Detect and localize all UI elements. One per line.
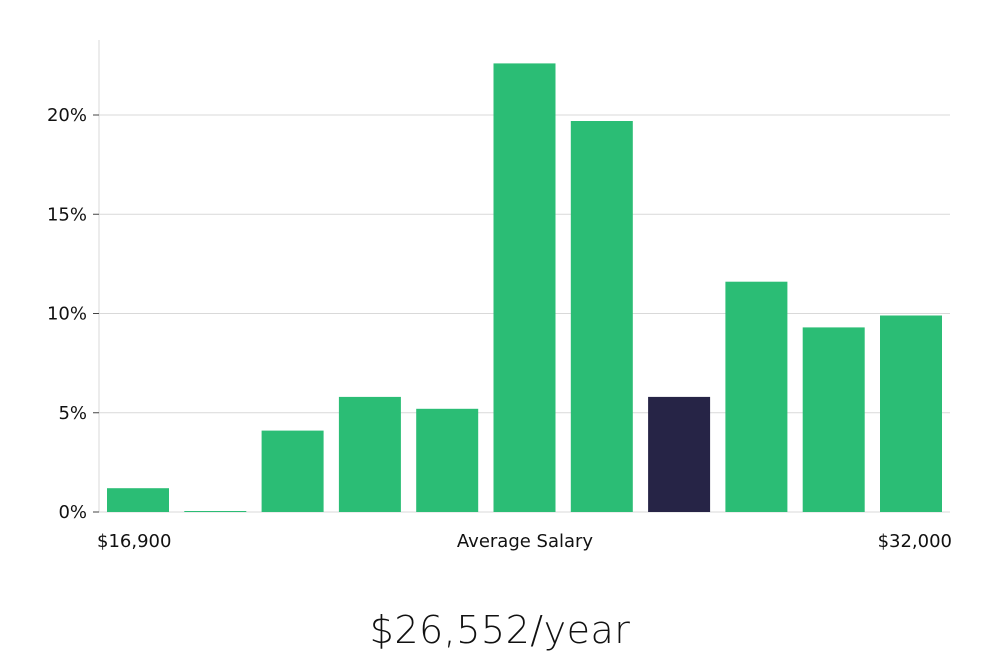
- bar: [261, 430, 324, 512]
- bar: [107, 488, 169, 512]
- bar: [416, 408, 479, 512]
- highlighted-bar: [648, 396, 711, 512]
- bars: [107, 63, 942, 513]
- bar: [725, 281, 788, 512]
- bar: [184, 511, 247, 512]
- y-tick-label: 0%: [58, 502, 87, 523]
- y-tick-label: 5%: [58, 403, 87, 424]
- salary-histogram: 0% 5% 10% 15% 20% $16,900 Average Salary $32…: [47, 40, 952, 552]
- y-tick-label: 10%: [47, 304, 87, 325]
- x-min-label: $16,900: [97, 531, 171, 552]
- bar: [338, 396, 401, 512]
- x-max-label: $32,000: [878, 531, 952, 552]
- bar: [493, 63, 556, 513]
- bar: [570, 121, 633, 512]
- y-axis-ticks: 0% 5% 10% 15% 20%: [47, 105, 99, 523]
- y-tick-label: 15%: [47, 204, 87, 225]
- bar: [802, 327, 865, 512]
- y-tick-label: 20%: [47, 105, 87, 126]
- x-center-label: Average Salary: [457, 531, 594, 552]
- average-salary-value: $26,552/year: [369, 608, 631, 652]
- bar: [880, 315, 942, 512]
